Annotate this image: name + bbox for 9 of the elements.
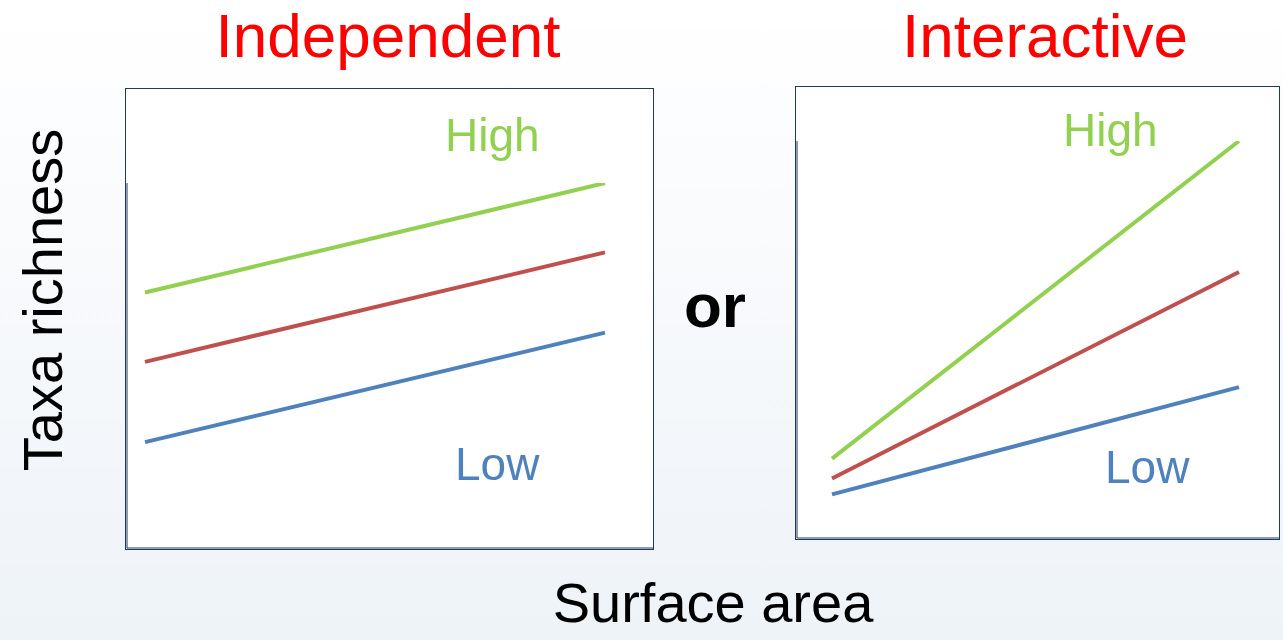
annotation: or	[683, 270, 747, 341]
x-axis-title: Surface area	[551, 570, 875, 635]
series-label: Low	[1105, 440, 1190, 494]
series-label: High	[1063, 103, 1158, 157]
series-label: High	[445, 108, 540, 162]
chart-title: Interactive	[901, 0, 1189, 71]
y-axis-title: Taxa richness	[10, 127, 75, 474]
series-label: Low	[455, 437, 540, 491]
chart-title: Independent	[214, 0, 562, 71]
